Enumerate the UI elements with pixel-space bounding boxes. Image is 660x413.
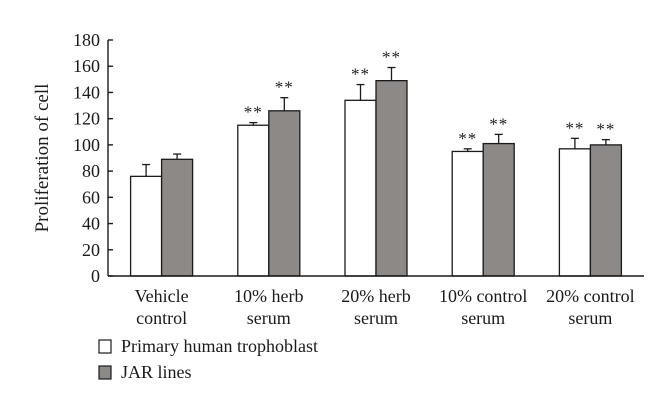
bar-trophoblast-2 (344, 99, 377, 277)
bar-jar-1 (268, 110, 301, 277)
bar-trophoblast-3 (451, 150, 484, 277)
y-tick-label-2: 40 (82, 214, 100, 234)
category-label-0-1: control (136, 308, 187, 328)
significance-mark-1-4: ** (596, 120, 615, 139)
significance-mark-0-3: ** (458, 129, 477, 148)
axes-layer (107, 40, 644, 277)
category-label-4-1: serum (568, 308, 612, 328)
y-ticks-layer: 0 20 40 60 80 100 120 140 160 180 (73, 30, 113, 286)
bar-jar-2 (375, 79, 408, 277)
y-axis-label: Proliferation of cell (32, 84, 53, 233)
bar-trophoblast-0 (129, 175, 163, 277)
category-label-1-1: serum (247, 308, 291, 328)
significance-mark-1-3: ** (489, 114, 508, 133)
category-label-3-1: serum (461, 308, 505, 328)
category-label-4-0: 20% control (546, 286, 634, 306)
legend-swatch-0 (98, 339, 112, 354)
category-label-3-0: 10% control (439, 286, 527, 306)
y-tick-label-3: 60 (82, 187, 100, 207)
legend-swatch-1 (98, 365, 112, 380)
y-tick-label-0: 0 (91, 266, 100, 286)
bars-layer (129, 79, 623, 277)
significance-mark-1-2: ** (382, 48, 401, 67)
error-bars-layer (142, 66, 610, 177)
significance-layer: ** ** ** ** ** ** ** ** (244, 48, 615, 148)
legend-label-1: JAR lines (121, 362, 192, 382)
category-label-2-0: 20% herb (341, 286, 410, 306)
y-tick-label-4: 80 (82, 161, 100, 181)
significance-mark-0-4: ** (565, 118, 584, 137)
bar-trophoblast-1 (237, 124, 270, 277)
y-tick-label-5: 100 (73, 135, 100, 155)
y-tick-label-8: 160 (73, 56, 100, 76)
y-tick-label-7: 140 (73, 82, 100, 102)
y-tick-label-1: 20 (82, 240, 100, 260)
y-tick-label-9: 180 (73, 30, 100, 50)
bar-jar-3 (482, 142, 515, 277)
significance-mark-0-1: ** (244, 103, 263, 122)
category-label-2-1: serum (354, 308, 398, 328)
y-tick-label-6: 120 (73, 109, 100, 129)
bar-jar-4 (589, 144, 623, 277)
legend-label-0: Primary human trophoblast (121, 336, 318, 356)
bar-jar-0 (160, 158, 194, 277)
significance-mark-0-2: ** (351, 65, 370, 84)
category-label-1-0: 10% herb (234, 286, 303, 306)
significance-mark-1-1: ** (275, 78, 294, 97)
legend: Primary human trophoblast JAR lines (98, 336, 318, 382)
bar-trophoblast-4 (558, 148, 592, 277)
category-label-0-0: Vehicle (135, 286, 189, 306)
